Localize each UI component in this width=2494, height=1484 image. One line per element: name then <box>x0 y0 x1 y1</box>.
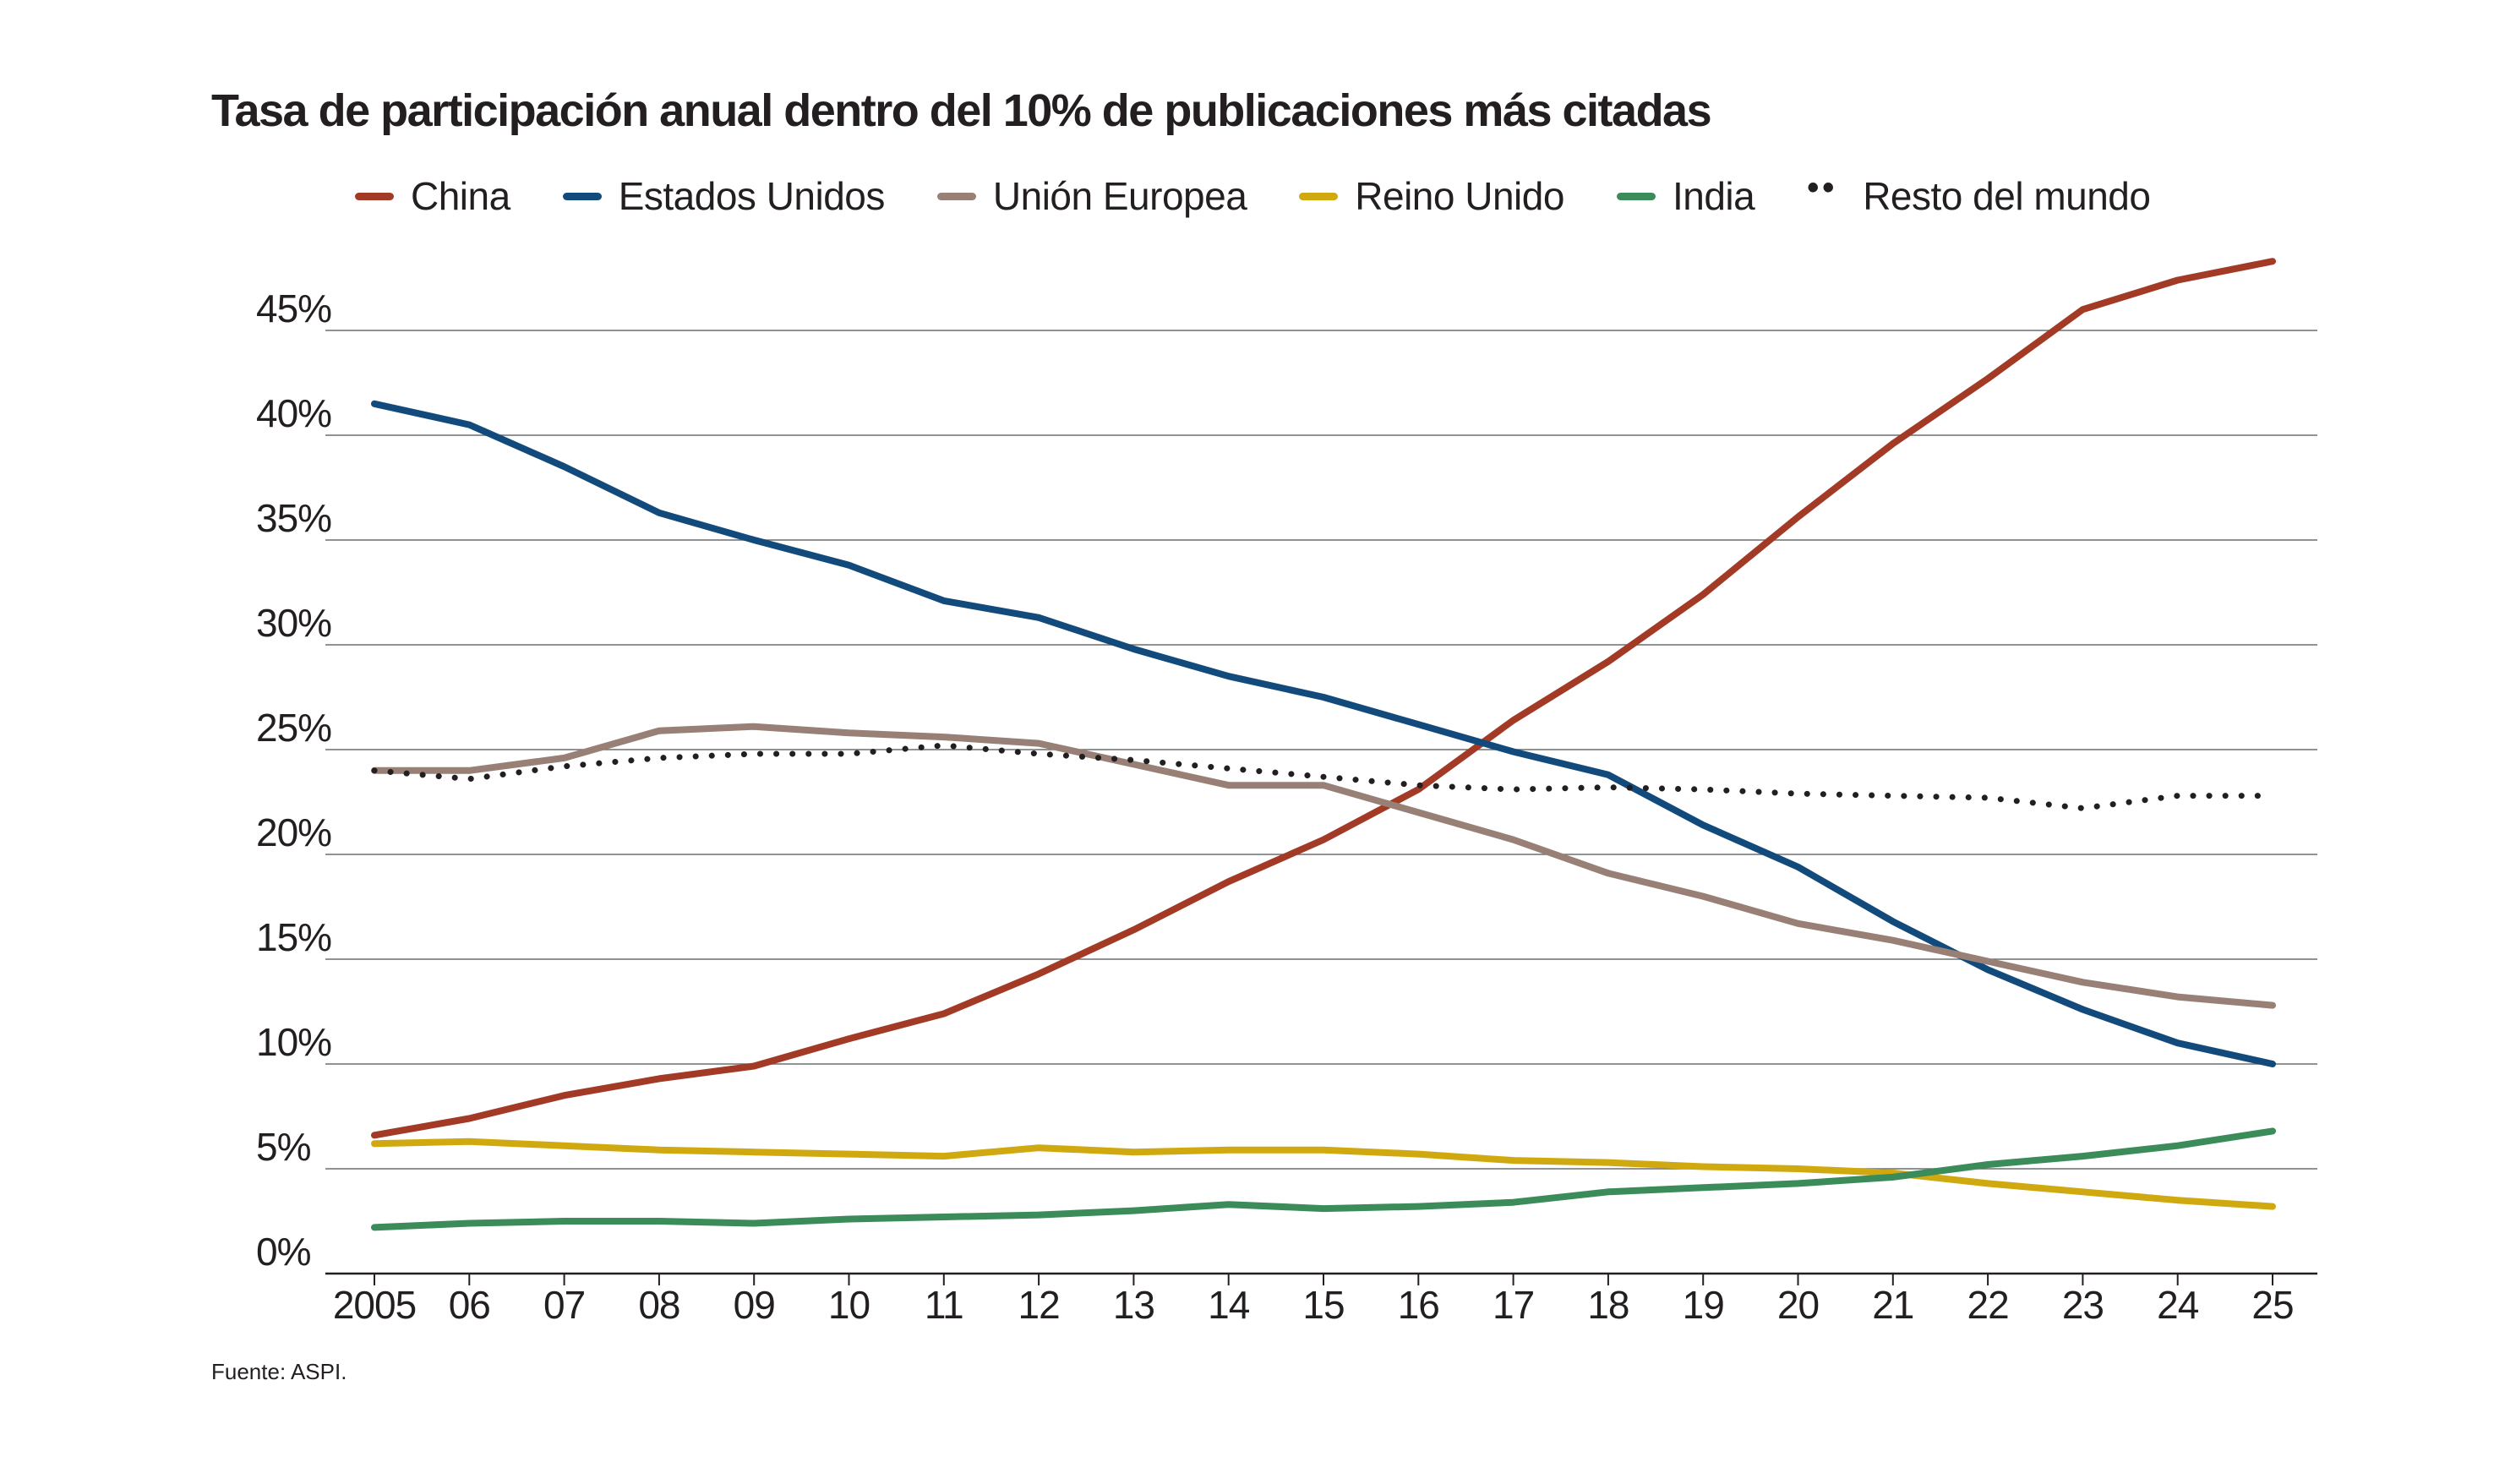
x-axis-ticks: 2005 06 07 08 09 10 11 12 13 14 15 16 17 18 19 20 21 22 23… <box>333 1274 2295 1327</box>
legend-swatch <box>1616 192 1656 200</box>
x-tick-label: 06 <box>449 1283 490 1327</box>
x-tick-label: 08 <box>638 1283 679 1327</box>
legend-swatch <box>562 192 602 200</box>
x-tick-label: 15 <box>1302 1283 1344 1327</box>
legend-swatch <box>355 192 394 200</box>
series-line-reino-unido <box>371 1138 2276 1210</box>
legend-swatch <box>1299 192 1339 200</box>
y-axis-ticks: 0% 5% 10% 15% 20% 25% 30% 35% 40% 45% <box>256 286 332 1274</box>
legend-item-resto-del-mundo: •• Resto del mundo <box>1807 169 2151 219</box>
y-tick-label: 20% <box>256 810 331 854</box>
legend-dots: •• <box>1807 169 1838 206</box>
x-tick-label: 22 <box>1967 1283 2009 1327</box>
legend-swatch <box>936 192 976 200</box>
y-tick-label: 45% <box>256 286 331 330</box>
x-tick-label: 24 <box>2157 1283 2199 1327</box>
y-tick-label: 5% <box>256 1125 311 1169</box>
series-lines <box>371 258 2276 1231</box>
x-tick-label: 13 <box>1113 1283 1154 1327</box>
y-tick-label: 25% <box>256 706 331 750</box>
x-tick-label: 14 <box>1208 1283 1250 1327</box>
source-note: Fuente: ASPI. <box>211 1359 347 1384</box>
legend-label: China <box>411 174 510 218</box>
x-tick-label: 12 <box>1018 1283 1060 1327</box>
series-line-china <box>371 258 2276 1139</box>
legend-item-union-europea: Unión Europea <box>936 173 1247 219</box>
x-tick-label: 19 <box>1683 1283 1724 1327</box>
y-tick-label: 0% <box>256 1230 311 1274</box>
series-line-union-europea <box>371 723 2276 1009</box>
legend-item-china: China <box>355 173 510 219</box>
legend-label: Reino Unido <box>1355 174 1564 218</box>
y-tick-label: 10% <box>256 1020 331 1064</box>
x-tick-label: 16 <box>1398 1283 1439 1327</box>
chart-title: Tasa de participación anual dentro del 1… <box>211 85 1712 136</box>
x-tick-label: 23 <box>2062 1283 2104 1327</box>
legend-label: Unión Europea <box>992 174 1247 218</box>
x-tick-label: 20 <box>1777 1283 1819 1327</box>
legend-label: Estados Unidos <box>618 174 886 218</box>
legend-item-india: India <box>1616 173 1755 219</box>
x-tick-label: 11 <box>925 1283 963 1327</box>
x-tick-label: 2005 <box>333 1283 416 1327</box>
legend-item-reino-unido: Reino Unido <box>1299 173 1564 219</box>
legend-label: Resto del mundo <box>1863 174 2151 218</box>
y-tick-label: 40% <box>256 391 331 435</box>
y-tick-label: 15% <box>256 915 331 959</box>
x-tick-label: 10 <box>828 1283 870 1327</box>
x-tick-label: 07 <box>543 1283 585 1327</box>
x-tick-label: 21 <box>1872 1283 1913 1327</box>
x-tick-label: 17 <box>1493 1283 1534 1327</box>
x-tick-label: 18 <box>1587 1283 1629 1327</box>
x-tick-label: 25 <box>2251 1283 2293 1327</box>
legend-item-estados-unidos: Estados Unidos <box>562 173 886 219</box>
y-tick-label: 30% <box>256 601 331 645</box>
series-line-india <box>371 1127 2276 1231</box>
legend-label: India <box>1672 174 1755 218</box>
legend: China Estados Unidos Unión Europea Reino Un… <box>355 169 2202 219</box>
y-tick-label: 35% <box>256 496 331 540</box>
x-tick-label: 09 <box>734 1283 775 1327</box>
series-line-resto-del-mundo <box>371 742 2276 811</box>
